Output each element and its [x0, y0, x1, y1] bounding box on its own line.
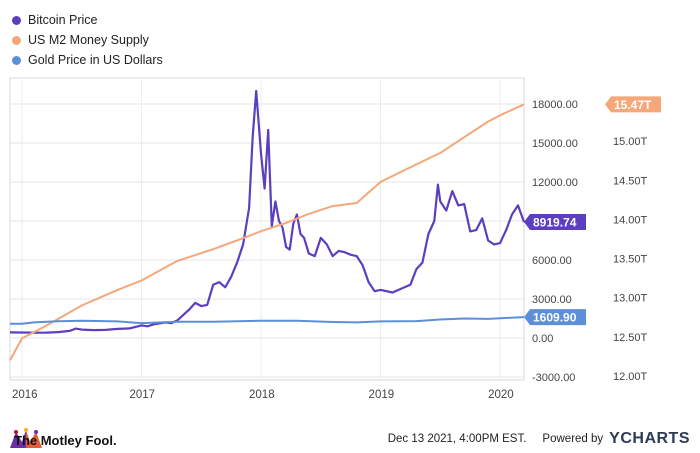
powered-by-label: Powered by	[542, 433, 604, 445]
legend-item-m2[interactable]: US M2 Money Supply	[12, 30, 163, 50]
series-line-gold	[9, 316, 525, 325]
chart-legend: Bitcoin Price US M2 Money Supply Gold Pr…	[12, 10, 163, 70]
x-tick-label: 2019	[369, 389, 395, 401]
y-tick-label-left: 6000.00	[532, 255, 572, 267]
y-tick-label-left: -3000.00	[532, 372, 575, 384]
y-tick-label-right: 13.50T	[613, 254, 648, 266]
legend-swatch-bitcoin	[12, 15, 21, 25]
plot-frame	[9, 77, 525, 381]
end-label-bitcoin: 8919.74	[533, 216, 577, 230]
y-tick-label-left: 18000.00	[532, 99, 578, 111]
legend-label: US M2 Money Supply	[28, 33, 149, 47]
y-tick-label-left: 0.00	[532, 333, 553, 345]
y-tick-label-right: 12.00T	[613, 371, 648, 383]
timestamp: Dec 13 2021, 4:00PM EST.	[387, 433, 527, 445]
end-label-m2-tag	[605, 96, 661, 113]
end-label-gold: 1609.90	[533, 311, 577, 325]
x-tick-label: 2018	[249, 389, 275, 401]
y-tick-label-left: 15000.00	[532, 138, 578, 150]
chart-footer: Dec 13 2021, 4:00PM EST. Powered by YCHA…	[388, 430, 690, 448]
legend-label: Bitcoin Price	[28, 13, 98, 27]
y-tick-label-right: 14.00T	[613, 214, 648, 226]
end-label-bitcoin-tag	[524, 214, 586, 231]
x-tick-label: 2016	[12, 389, 38, 401]
end-label-m2: 15.47T	[614, 98, 652, 112]
legend-item-gold[interactable]: Gold Price in US Dollars	[12, 50, 163, 70]
y-tick-label-left: 3000.00	[532, 294, 572, 306]
legend-label: Gold Price in US Dollars	[28, 53, 163, 67]
y-tick-label-right: 15.00T	[613, 136, 648, 148]
ycharts-logo[interactable]: YCHARTS	[609, 430, 690, 447]
x-tick-label: 2017	[129, 389, 155, 401]
motley-fool-logo: The Motley Fool.	[8, 428, 117, 450]
y-tick-label-right: 13.00T	[613, 293, 648, 305]
y-tick-label-left: 12000.00	[532, 177, 578, 189]
end-label-gold-tag	[524, 309, 586, 326]
brand-name: The Motley Fool.	[14, 432, 117, 448]
x-tick-label: 2020	[488, 389, 514, 401]
legend-item-bitcoin[interactable]: Bitcoin Price	[12, 10, 163, 30]
y-tick-label-right: 12.50T	[613, 332, 648, 344]
legend-swatch-m2	[12, 35, 21, 45]
series-line-m2	[9, 103, 525, 361]
y-tick-label-right: 14.50T	[613, 175, 648, 187]
legend-swatch-gold	[12, 55, 21, 65]
jester-hat-icon	[10, 428, 42, 448]
series-line-bitcoin	[9, 89, 526, 334]
